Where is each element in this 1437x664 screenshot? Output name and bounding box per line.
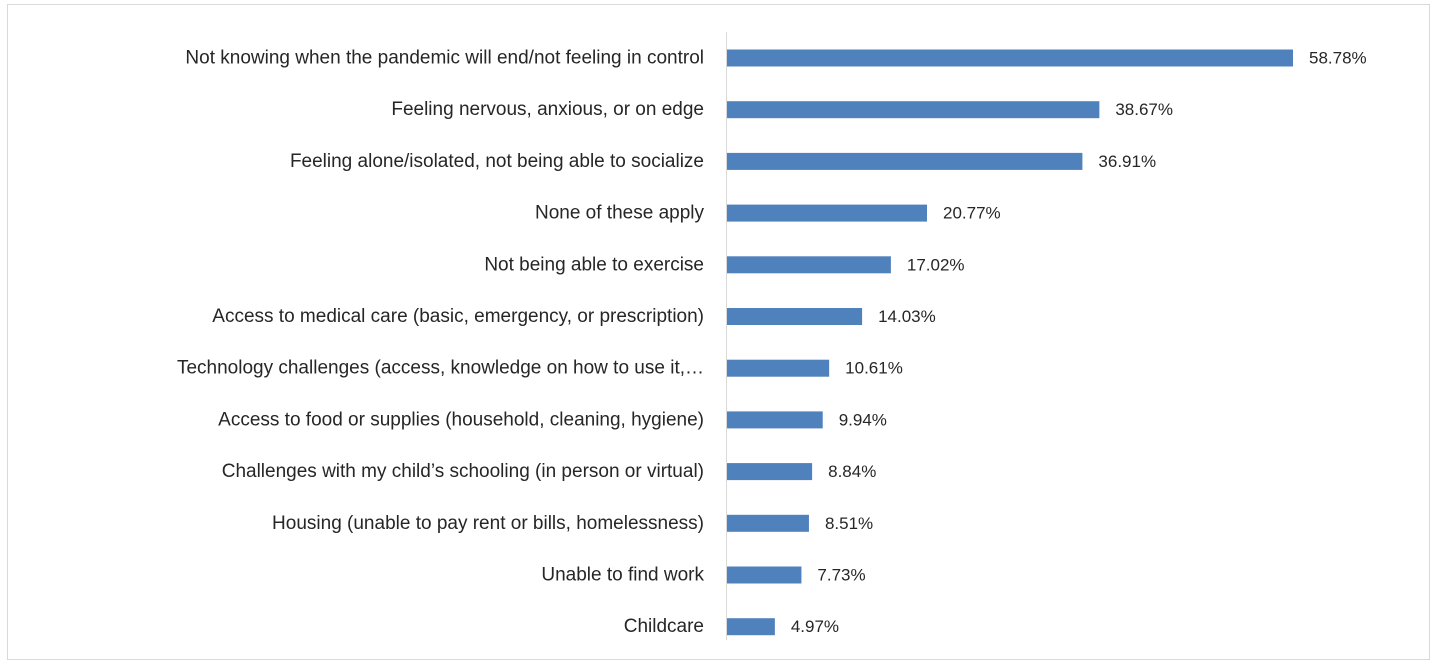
bar xyxy=(727,618,775,636)
value-label: 17.02% xyxy=(907,255,965,274)
category-label: Access to food or supplies (household, c… xyxy=(218,409,704,430)
value-label: 8.51% xyxy=(825,514,873,533)
value-label: 14.03% xyxy=(878,307,936,326)
category-label: Feeling nervous, anxious, or on edge xyxy=(391,99,704,120)
category-label: Not knowing when the pandemic will end/n… xyxy=(185,48,704,69)
bar xyxy=(727,204,927,222)
value-label: 8.84% xyxy=(828,462,876,481)
bar xyxy=(727,49,1293,67)
bar xyxy=(727,101,1100,119)
category-label: Not being able to exercise xyxy=(484,254,704,275)
bars-layer: Not knowing when the pandemic will end/n… xyxy=(177,48,1367,638)
category-label: Childcare xyxy=(624,616,704,637)
category-label: Access to medical care (basic, emergency… xyxy=(212,306,704,327)
value-label: 4.97% xyxy=(791,617,839,636)
bar xyxy=(727,152,1083,170)
category-label: None of these apply xyxy=(535,203,705,224)
value-label: 58.78% xyxy=(1309,49,1367,68)
bar xyxy=(727,463,813,481)
bar xyxy=(727,359,830,377)
category-label: Housing (unable to pay rent or bills, ho… xyxy=(272,513,704,534)
bar xyxy=(727,256,891,274)
bar xyxy=(727,566,802,584)
category-label: Technology challenges (access, knowledge… xyxy=(177,358,704,379)
bar xyxy=(727,514,809,532)
category-label: Feeling alone/isolated, not being able t… xyxy=(290,151,704,172)
value-label: 38.67% xyxy=(1115,100,1173,119)
value-label: 36.91% xyxy=(1098,152,1156,171)
bar xyxy=(727,411,823,429)
value-label: 20.77% xyxy=(943,204,1001,223)
category-label: Challenges with my child’s schooling (in… xyxy=(222,461,704,482)
value-label: 10.61% xyxy=(845,359,903,378)
value-label: 7.73% xyxy=(817,566,865,585)
category-label: Unable to find work xyxy=(541,565,704,586)
bar xyxy=(727,308,863,325)
value-label: 9.94% xyxy=(839,410,887,429)
chart-border xyxy=(7,4,1430,660)
